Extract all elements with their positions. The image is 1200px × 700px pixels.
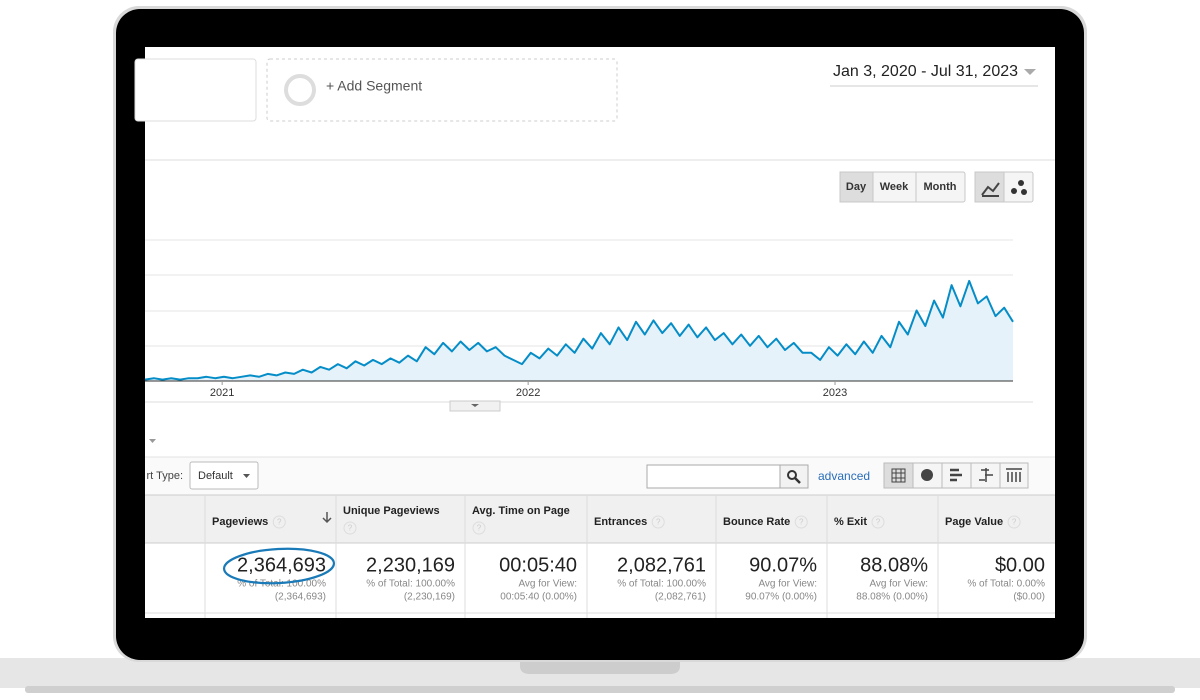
- motion-icon: [1011, 188, 1017, 194]
- metric-value: 2,082,761: [617, 554, 706, 576]
- help-icon: [871, 515, 885, 529]
- metric-value: $0.00: [995, 554, 1045, 576]
- view-button[interactable]: Month: [924, 181, 957, 193]
- column-header[interactable]: Bounce Rate: [723, 516, 790, 528]
- metric-sub: % of Total: 100.00%: [366, 579, 455, 590]
- report-type-value[interactable]: Default: [198, 470, 233, 482]
- sort-arrow[interactable]: [322, 512, 332, 524]
- metric-sub: Avg for View:: [869, 579, 928, 590]
- help-icon-text: ?: [799, 518, 804, 527]
- magnifier: [794, 477, 801, 484]
- table-view-button[interactable]: [883, 462, 914, 489]
- column-header[interactable]: Unique Pageviews: [343, 505, 440, 517]
- dropdown-arrow: [149, 439, 156, 443]
- add-segment-box[interactable]: [266, 58, 618, 122]
- magnifier: [787, 470, 797, 480]
- metric-sub: (2,082,761): [655, 592, 706, 603]
- help-icon-text: ?: [656, 518, 661, 527]
- view-icons: [883, 462, 1029, 489]
- column-header[interactable]: Entrances: [594, 516, 647, 528]
- column-header[interactable]: Avg. Time on Page: [472, 505, 570, 517]
- metric-sub: % of Total: 0.00%: [967, 579, 1045, 590]
- help-icon: [651, 515, 665, 529]
- metric-value: 88.08%: [860, 554, 928, 576]
- motion-icon: [1018, 180, 1024, 186]
- x-tick-label: 2023: [823, 387, 847, 399]
- search-button[interactable]: [779, 464, 809, 489]
- select-arrow: [243, 474, 250, 478]
- add-segment[interactable]: + Add Segment: [326, 78, 422, 94]
- metric-value: 90.07%: [749, 554, 817, 576]
- metric-sub: (2,230,169): [404, 592, 455, 603]
- view-button-selected: [839, 171, 874, 203]
- help-icon: [272, 515, 286, 529]
- metric-value: 2,364,693: [237, 554, 326, 576]
- segment-box[interactable]: [134, 58, 257, 122]
- metric-sub: % of Total: 100.00%: [617, 579, 706, 590]
- metric-sub: ($0.00): [1013, 592, 1045, 603]
- x-tick-label: 2021: [210, 387, 234, 399]
- motion-icon: [1021, 189, 1027, 195]
- icon: [892, 469, 905, 482]
- help-icon: [472, 521, 486, 535]
- column-header[interactable]: Page Value: [945, 516, 1003, 528]
- table: Pageviews ? 2,364,693 % of Total: 100.00% (2…: [212, 495, 1045, 618]
- report-type-select[interactable]: [189, 461, 259, 490]
- metric-sub: (2,364,693): [275, 592, 326, 603]
- help-icon: [794, 515, 808, 529]
- metric-value: 00:05:40: [499, 554, 577, 576]
- view-button[interactable]: Day: [846, 181, 867, 193]
- collapse-arrow: [471, 404, 479, 407]
- metric-value: 2,230,169: [366, 554, 455, 576]
- pivot-view-button[interactable]: [999, 462, 1029, 489]
- view-button[interactable]: Week: [880, 181, 909, 193]
- help-icon-text: ?: [1012, 518, 1017, 527]
- x-tick-label: 2022: [516, 387, 540, 399]
- date-arrow: [1024, 69, 1036, 75]
- help-icon-text: ?: [477, 524, 482, 533]
- column-header[interactable]: % Exit: [834, 516, 867, 528]
- report-type-label: rt Type:: [147, 470, 183, 482]
- column-header[interactable]: Pageviews: [212, 516, 268, 528]
- metric-sub: Avg for View:: [518, 579, 577, 590]
- metric-sub: 90.07% (0.00%): [745, 592, 817, 603]
- icon: [921, 469, 933, 481]
- icon: [950, 468, 962, 482]
- table-header: [145, 495, 1055, 543]
- line-icon: [981, 182, 1000, 197]
- help-icon-text: ?: [277, 518, 282, 527]
- icon: [1006, 468, 1022, 482]
- help-icon: [343, 521, 357, 535]
- highlight-circle: [222, 547, 336, 585]
- help-icon-text: ?: [348, 524, 353, 533]
- chart: 2021 2022 2023: [144, 239, 1014, 399]
- metric-sub: 00:05:40 (0.00%): [500, 592, 577, 603]
- laptop-base-foot: [25, 686, 1175, 693]
- metric-sub: Avg for View:: [758, 579, 817, 590]
- date-range[interactable]: Jan 3, 2020 - Jul 31, 2023: [833, 63, 1018, 80]
- help-icon-text: ?: [876, 518, 881, 527]
- icon: [891, 468, 906, 483]
- icon: [979, 468, 993, 482]
- series-line: [144, 279, 1014, 381]
- metric-sub: % of Total: 100.00%: [237, 579, 326, 590]
- advanced-link[interactable]: advanced: [818, 469, 870, 483]
- area: [145, 280, 1013, 381]
- metric-sub: 88.08% (0.00%): [856, 592, 928, 603]
- search-box[interactable]: [646, 464, 781, 489]
- help-icon: [1007, 515, 1021, 529]
- segment-circle: [284, 74, 316, 106]
